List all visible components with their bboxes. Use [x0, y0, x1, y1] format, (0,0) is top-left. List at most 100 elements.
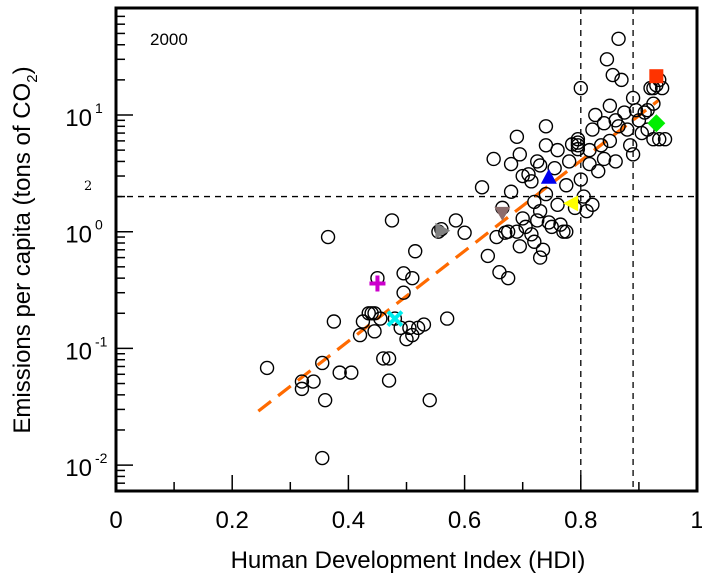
year-annotation: 2000	[150, 30, 188, 49]
x-tick-label: 1	[690, 507, 702, 534]
data-point	[532, 158, 548, 173]
data-point	[541, 215, 557, 230]
y-axis-title-main: Emissions per capita (tons of CO	[9, 83, 36, 434]
data-point	[605, 67, 620, 83]
data-point	[294, 374, 310, 389]
data-point	[422, 392, 437, 408]
x-axis-title: Human Development Index (HDI)	[231, 547, 586, 574]
data-point	[524, 227, 539, 242]
data-point	[381, 351, 397, 366]
data-point	[556, 224, 571, 239]
trend-line	[257, 98, 661, 413]
data-point	[593, 138, 609, 153]
data-point	[503, 184, 519, 199]
marker-triangle-left	[563, 195, 579, 212]
data-point	[512, 147, 527, 162]
y-axis-title-subscript: 2	[24, 74, 41, 82]
y-tick-label: 10	[65, 105, 92, 132]
data-point	[538, 119, 554, 134]
data-point	[408, 244, 423, 259]
x-tick-label: 0.4	[332, 507, 365, 534]
data-point	[625, 147, 641, 162]
data-point	[628, 102, 644, 118]
data-point	[573, 80, 588, 96]
data-point	[550, 197, 565, 213]
marker-plus	[369, 275, 386, 292]
data-point	[611, 119, 626, 134]
data-point	[486, 151, 501, 167]
data-point	[393, 320, 408, 336]
data-point	[306, 374, 321, 389]
data-point	[492, 264, 507, 280]
y-tick-label: 10	[65, 222, 92, 249]
data-point	[530, 154, 545, 169]
data-point	[373, 311, 388, 326]
data-point	[538, 186, 554, 202]
data-point	[559, 178, 574, 193]
data-point	[608, 154, 623, 169]
data-point	[480, 248, 496, 264]
marker-triangle-down	[494, 206, 511, 221]
marker-x	[386, 310, 404, 328]
y-axis-title: Emissions per capita (tons of CO2)	[9, 66, 41, 433]
x-tick-label: 0.6	[448, 507, 481, 534]
data-point	[646, 132, 661, 147]
data-point	[315, 355, 330, 371]
data-point	[588, 107, 603, 123]
data-point	[509, 129, 525, 145]
data-point	[396, 285, 411, 300]
data-point	[559, 224, 574, 239]
y-tick-exponent: -2	[95, 450, 108, 466]
data-point	[509, 224, 525, 239]
data-point	[652, 132, 667, 147]
data-point	[500, 224, 516, 239]
marker-square	[649, 69, 664, 84]
data-point	[532, 203, 548, 219]
data-point	[315, 450, 330, 466]
data-point	[384, 213, 400, 228]
data-point	[344, 365, 359, 380]
y-axis-title-close: )	[9, 66, 36, 74]
data-point	[585, 122, 600, 137]
reference-lines	[116, 8, 697, 491]
data-point	[599, 52, 615, 67]
data-point	[617, 105, 632, 120]
data-point	[474, 180, 490, 195]
data-point	[573, 172, 588, 187]
data-point	[332, 365, 347, 380]
data-point	[585, 197, 600, 213]
data-point	[646, 96, 661, 111]
x-tick-label: 0.8	[564, 507, 597, 534]
data-point	[596, 116, 612, 131]
data-point	[515, 168, 530, 184]
data-point	[416, 317, 432, 332]
data-point	[620, 122, 635, 137]
data-point	[259, 360, 275, 376]
h-ref-line-label: 2	[84, 179, 92, 194]
data-point	[532, 250, 548, 265]
data-point	[521, 167, 536, 182]
data-point	[457, 225, 472, 240]
marker-triangle-up	[540, 168, 557, 184]
data-point	[591, 163, 606, 179]
x-tick-label: 0.2	[216, 507, 249, 534]
trend-line-group	[257, 98, 661, 413]
y-tick-exponent: 0	[95, 217, 103, 233]
data-point	[352, 327, 368, 343]
data-point	[317, 392, 333, 408]
data-point	[582, 156, 597, 172]
y-tick-label: 10	[65, 455, 92, 482]
data-point	[596, 151, 612, 167]
data-point	[547, 161, 562, 176]
data-points	[259, 31, 673, 466]
data-point	[530, 213, 545, 228]
data-point	[512, 239, 527, 254]
data-point	[367, 324, 382, 339]
data-point	[602, 98, 618, 113]
data-point	[489, 229, 504, 245]
data-point	[376, 351, 391, 366]
data-point	[570, 141, 586, 157]
y-tick-exponent: 1	[95, 100, 103, 116]
